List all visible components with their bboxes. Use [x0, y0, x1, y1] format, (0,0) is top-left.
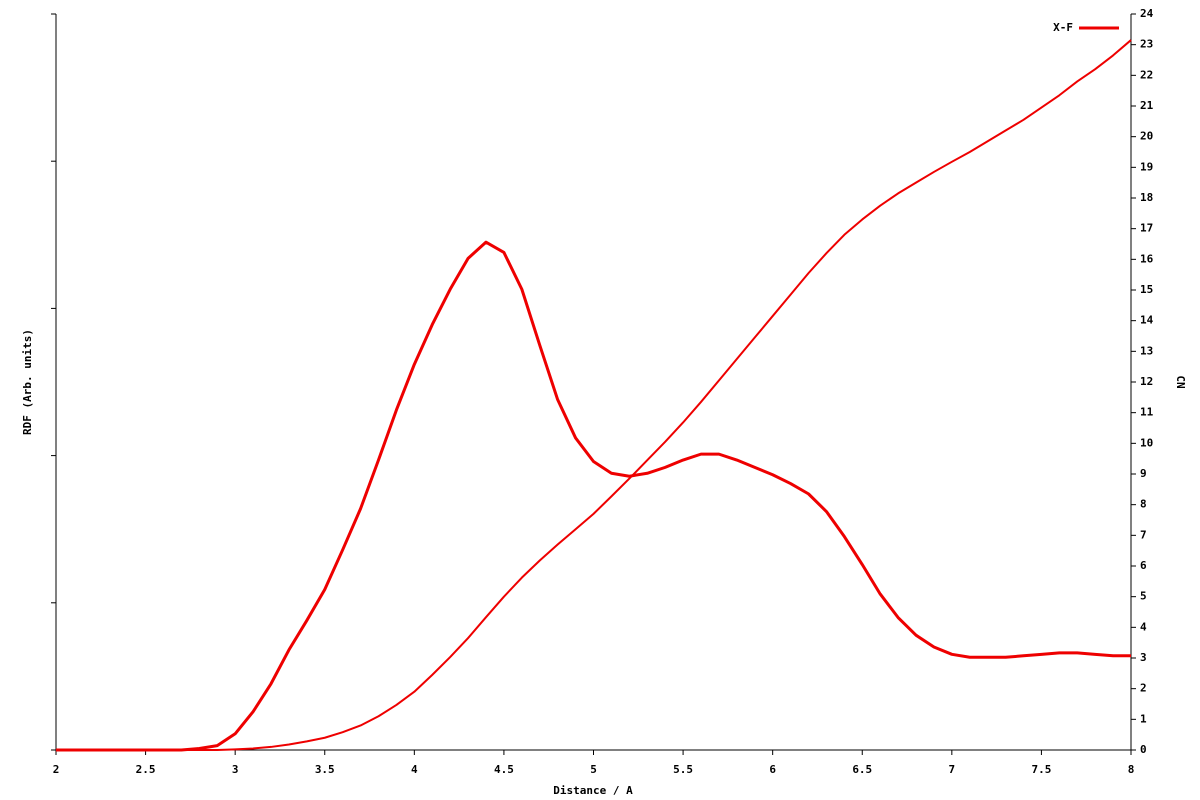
y2-tick-label: 3 [1140, 651, 1147, 664]
y2-axis-label: CN [1174, 375, 1187, 388]
data-line [56, 39, 1132, 751]
x-tick-label: 7 [949, 763, 956, 776]
x-tick-label: 4 [411, 763, 418, 776]
y2-tick-label: 11 [1140, 406, 1154, 419]
y2-tick-label: 21 [1140, 99, 1154, 112]
x-tick-label: 3 [232, 763, 239, 776]
y-axis-label: RDF (Arb. units) [21, 329, 34, 435]
y2-tick-label: 0 [1140, 743, 1147, 756]
x-tick-label: 5 [590, 763, 597, 776]
x-tick-label: 5.5 [673, 763, 693, 776]
x-tick-label: 7.5 [1031, 763, 1051, 776]
y2-tick-label: 2 [1140, 682, 1147, 695]
y2-tick-label: 12 [1140, 375, 1153, 388]
y2-tick-label: 7 [1140, 528, 1147, 541]
x-tick-label: 6.5 [852, 763, 872, 776]
y2-tick-label: 4 [1140, 620, 1147, 633]
y2-tick-label: 19 [1140, 160, 1153, 173]
y2-tick-label: 17 [1140, 222, 1153, 235]
x-tick-label: 4.5 [494, 763, 514, 776]
y2-tick-label: 20 [1140, 130, 1153, 143]
y2-tick-label: 18 [1140, 191, 1153, 204]
y2-tick-label: 6 [1140, 559, 1147, 572]
y2-tick-label: 23 [1140, 38, 1153, 51]
y2-tick-label: 13 [1140, 344, 1153, 357]
x-axis-label: Distance / A [553, 784, 633, 797]
legend-label: X-F [1053, 21, 1073, 34]
data-line [56, 240, 1131, 752]
x-tick-label: 8 [1128, 763, 1135, 776]
x-tick-label: 2 [53, 763, 60, 776]
y2-tick-label: 14 [1140, 314, 1154, 327]
y2-tick-label: 9 [1140, 467, 1147, 480]
x-tick-label: 6 [769, 763, 776, 776]
y2-tick-label: 22 [1140, 68, 1153, 81]
y2-tick-label: 8 [1140, 498, 1147, 511]
y2-tick-label: 5 [1140, 590, 1147, 603]
x-tick-label: 2.5 [136, 763, 156, 776]
y2-tick-label: 15 [1140, 283, 1153, 296]
y2-tick-label: 16 [1140, 252, 1154, 265]
y2-tick-label: 1 [1140, 712, 1147, 725]
y2-tick-label: 10 [1140, 436, 1153, 449]
x-tick-label: 3.5 [315, 763, 335, 776]
y2-tick-label: 24 [1140, 7, 1154, 20]
